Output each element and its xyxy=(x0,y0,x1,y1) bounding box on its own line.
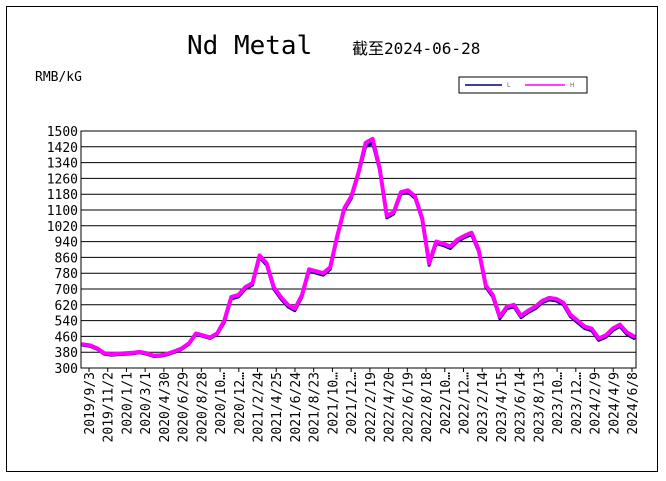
chart: Nd Metal 截至2024-06-28 RMB/kG L H 1500142… xyxy=(35,31,641,442)
x-tick-label: 2020/12… xyxy=(233,372,248,435)
y-tick-label: 380 xyxy=(55,346,78,361)
x-tick-label: 2023/6/14 xyxy=(514,372,529,443)
y-tick-label: 1420 xyxy=(47,141,78,156)
legend-label-h: H xyxy=(570,82,575,89)
y-tick-label: 700 xyxy=(55,283,78,298)
x-tick-label: 2022/6/19 xyxy=(401,372,416,442)
chart-frame: Nd Metal 截至2024-06-28 RMB/kG L H 1500 142… xyxy=(6,6,658,472)
y-tick-label: 300 xyxy=(55,362,78,377)
legend-box xyxy=(458,76,588,94)
x-tick-label: 2020/4/30 xyxy=(158,372,173,442)
x-tick-label: 2022/4/20 xyxy=(383,372,398,442)
x-tick-label: 2023/10… xyxy=(551,372,566,435)
x-tick-label: 2022/2/19 xyxy=(364,372,379,442)
x-tick-label: 2023/8/13 xyxy=(532,372,547,442)
y-tick-label: 780 xyxy=(55,267,78,282)
x-tick-label: 2023/4/15 xyxy=(495,372,510,442)
x-tick-label: 2023/2/14 xyxy=(476,372,491,443)
x-axis-ticks: 2019/9/3 2019/11/2 2020/1/1 2020/3/1 2020/4/… xyxy=(83,368,641,442)
x-tick-label: 2020/6/29 xyxy=(177,372,192,442)
x-tick-label: 2021/10… xyxy=(326,372,341,435)
x-tick-label: 2021/8/23 xyxy=(308,372,323,442)
y-tick-label: 1180 xyxy=(47,188,78,203)
y-tick-label: 1100 xyxy=(47,204,78,219)
y-tick-label: 940 xyxy=(55,236,78,251)
series-line-h xyxy=(81,136,636,358)
plot-area xyxy=(80,130,637,369)
y-tick-label: 460 xyxy=(55,330,78,345)
x-tick-label: 2020/3/1 xyxy=(139,372,154,435)
y-tick-label: 540 xyxy=(55,315,78,330)
x-tick-label: 2022/8/18 xyxy=(420,372,435,442)
y-tick-label: 1500 xyxy=(47,125,78,140)
x-tick-label: 2021/12… xyxy=(345,372,360,435)
x-tick-label: 2021/2/24 xyxy=(252,372,267,443)
legend: L H xyxy=(458,76,588,94)
x-tick-label: 2022/10… xyxy=(439,372,454,435)
x-tick-label: 2024/4/9 xyxy=(607,372,622,435)
y-tick-label: 620 xyxy=(55,299,78,314)
x-tick-label: 2019/9/3 xyxy=(83,372,98,435)
x-tick-label: 2022/12… xyxy=(457,372,472,435)
y-axis-ticks: 1500142013401260118011001020940860780700… xyxy=(47,125,78,377)
x-tick-label: 2024/2/9 xyxy=(589,372,604,435)
series-layer xyxy=(81,136,636,358)
x-tick-label: 2023/12… xyxy=(570,372,585,435)
x-tick-label: 2019/11/2 xyxy=(102,372,117,442)
x-tick-label: 2020/10… xyxy=(214,372,229,435)
x-tick-label: 2020/8/28 xyxy=(195,372,210,442)
x-tick-label: 2021/6/24 xyxy=(289,372,304,443)
legend-label-l: L xyxy=(507,82,511,89)
y-tick-label: 1340 xyxy=(47,157,78,172)
x-tick-label: 2020/1/1 xyxy=(120,372,135,435)
x-tick-label: 2021/4/25 xyxy=(270,372,285,442)
chart-subtitle: 截至2024-06-28 xyxy=(352,39,480,58)
x-tick-label: 2024/6/8 xyxy=(626,372,641,435)
y-tick-label: 1020 xyxy=(47,220,78,235)
y-tick-label: 860 xyxy=(55,251,78,266)
y-tick-label: 1260 xyxy=(47,172,78,187)
y-axis-unit: RMB/kG xyxy=(35,70,82,85)
chart-title: Nd Metal xyxy=(187,31,312,61)
